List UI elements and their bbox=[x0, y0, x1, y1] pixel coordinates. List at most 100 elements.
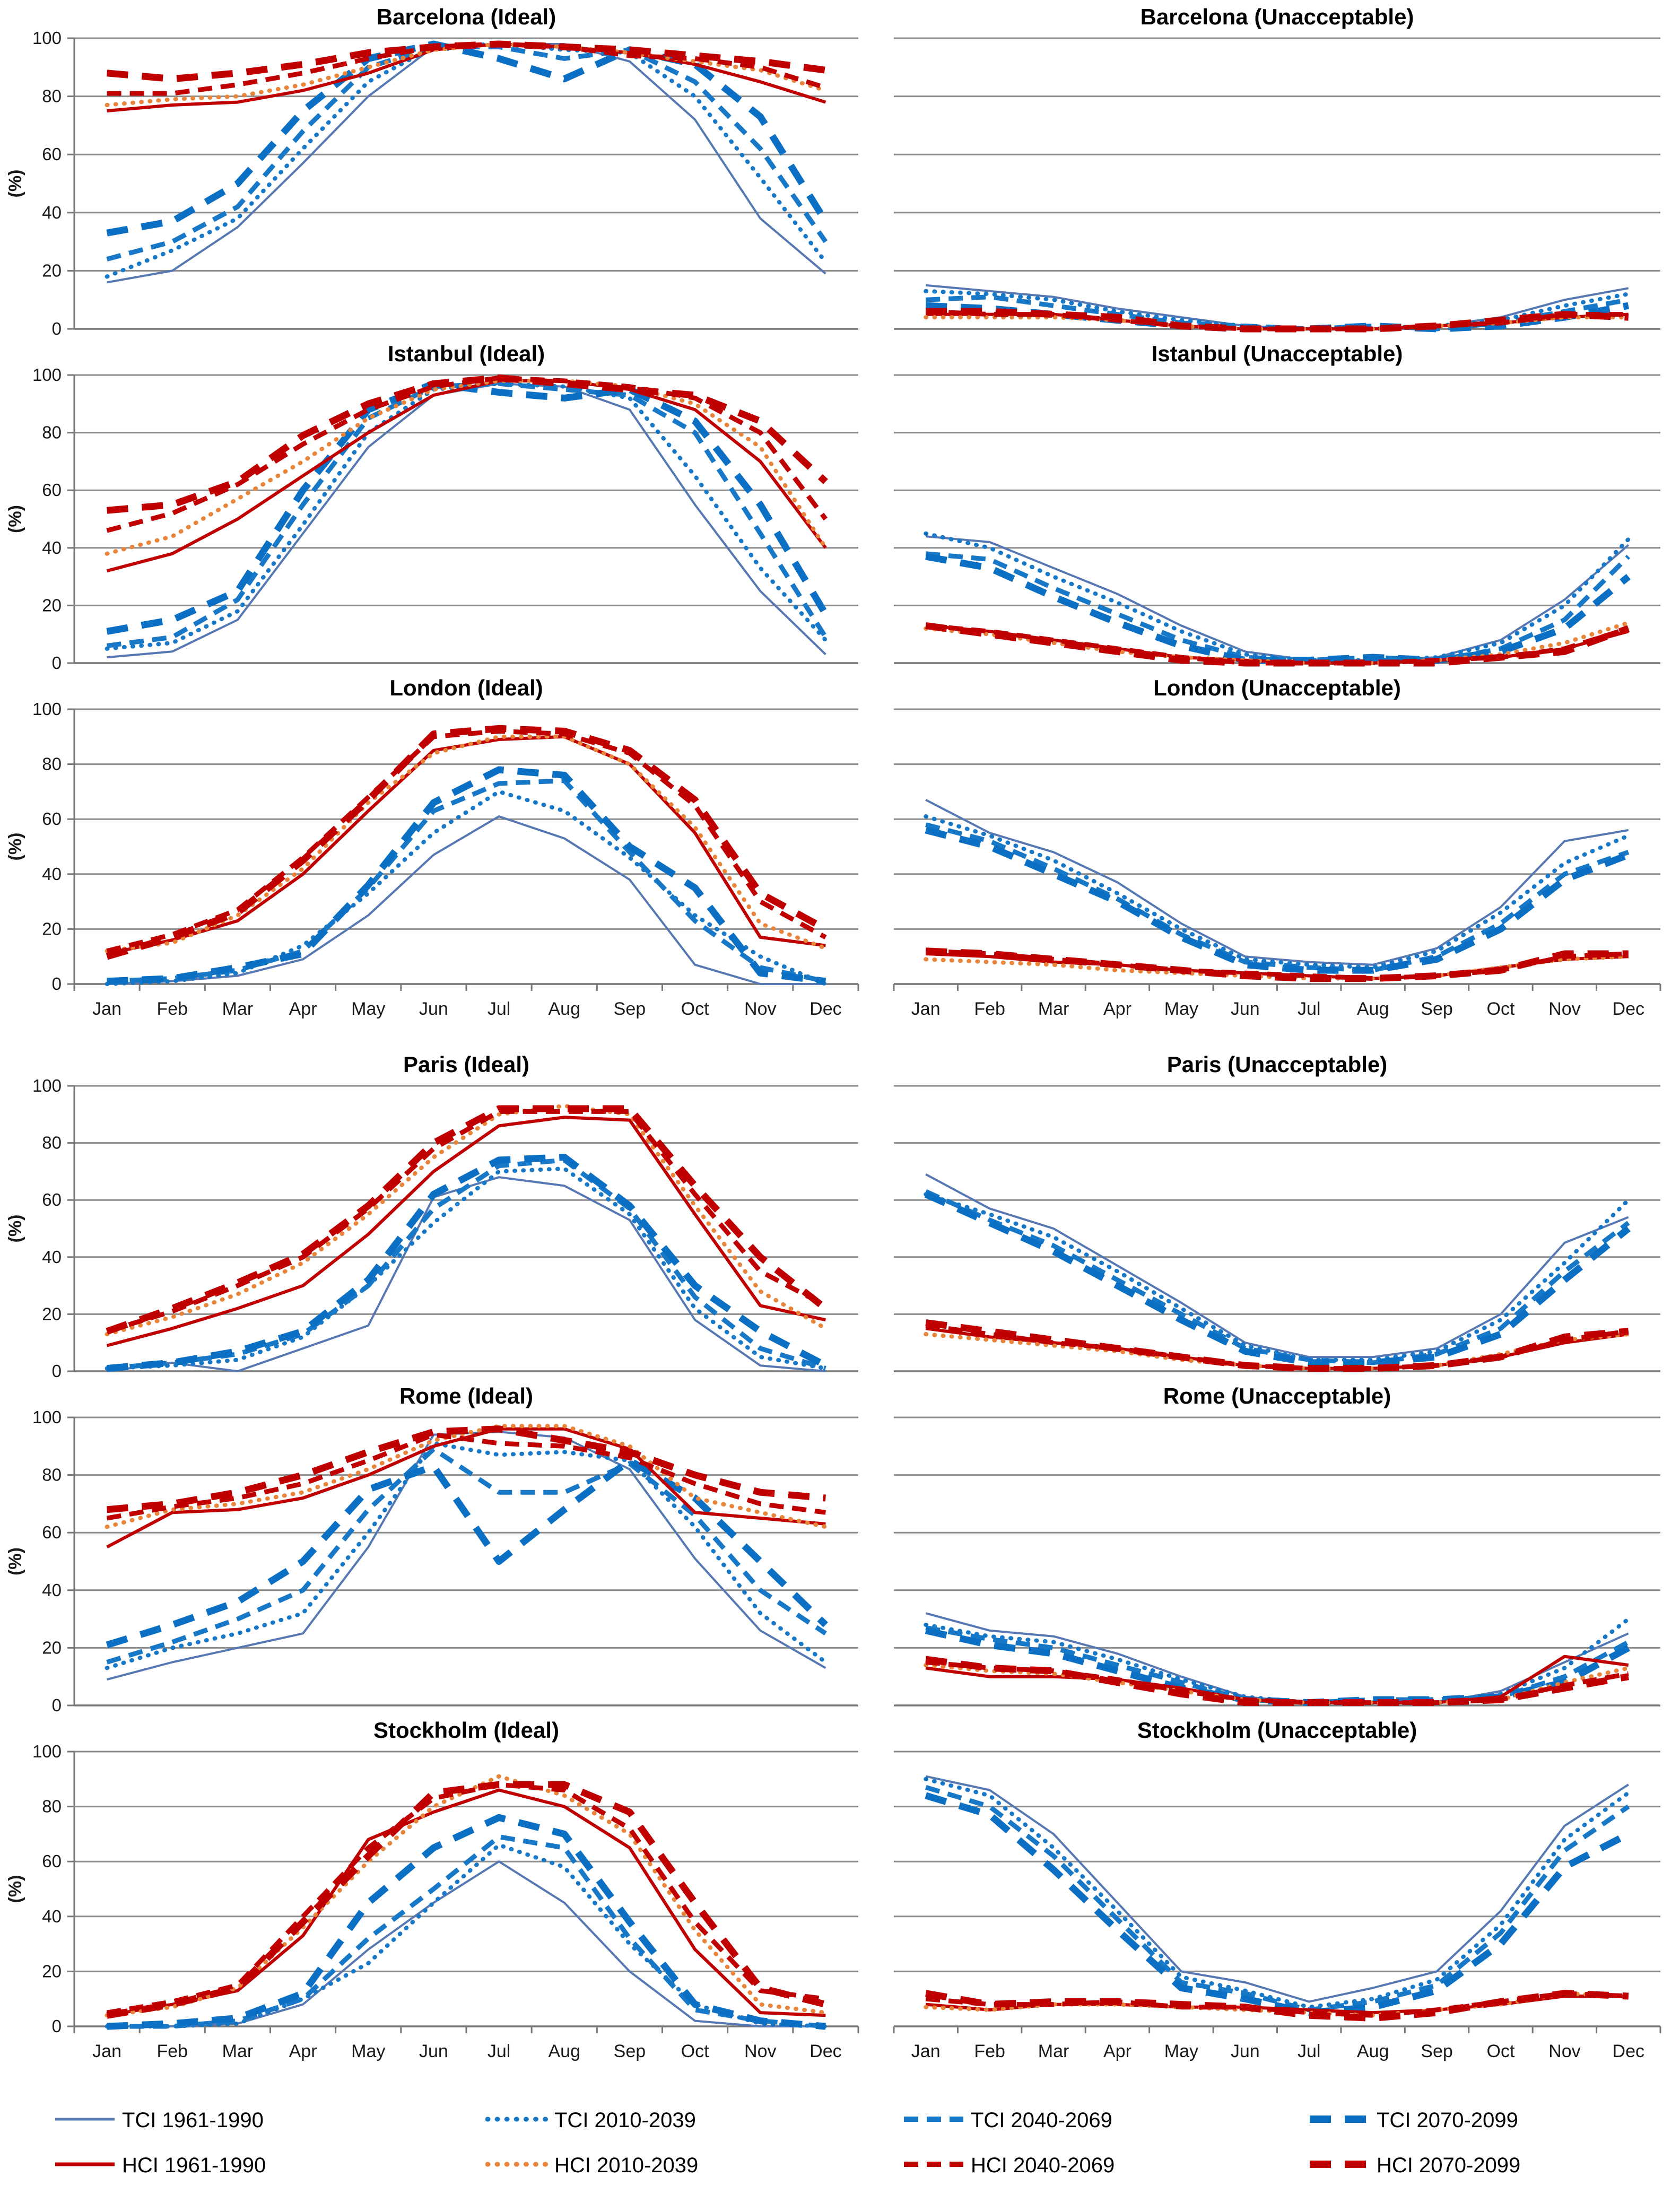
legend-item-label: TCI 2040-2069 bbox=[971, 2108, 1112, 2132]
series-line-hci70 bbox=[107, 40, 826, 83]
series-line-tci40 bbox=[925, 551, 1630, 663]
axis-label: Dec bbox=[809, 999, 841, 1019]
axis-label: 100 bbox=[32, 1076, 62, 1095]
axis-label: Nov bbox=[1548, 999, 1580, 1019]
legend-item-label: HCI 2010-2039 bbox=[554, 2153, 699, 2177]
chart-title: Barcelona (Unacceptable) bbox=[1140, 4, 1414, 29]
axis-label: Oct bbox=[1487, 2041, 1515, 2061]
axis-label: 20 bbox=[42, 1304, 62, 1324]
series-line-tci10 bbox=[105, 1166, 828, 1371]
chart-title: Rome (Unacceptable) bbox=[1163, 1383, 1391, 1408]
legend-swatch-hci70 bbox=[1310, 2160, 1369, 2168]
axis-label: Apr bbox=[289, 999, 317, 1019]
axis-label: (%) bbox=[5, 833, 25, 861]
series-line-tci70 bbox=[107, 766, 826, 985]
chart-barcelona-ideal-plot: 0 20 40 60 80 100 (%) bbox=[5, 28, 858, 337]
series-line-tci70 bbox=[925, 553, 1631, 664]
series-line-hci70 bbox=[107, 374, 828, 514]
series-line-tci70 bbox=[925, 1792, 1630, 2016]
axis-label: 0 bbox=[52, 319, 62, 337]
series-line-hci40 bbox=[106, 1109, 827, 1334]
series-line-tci70 bbox=[106, 40, 829, 237]
chart-london-unacceptable-plot: Jan Feb Mar Apr May Jun Jul Aug Sep Oct Nov Dec bbox=[893, 708, 1661, 1019]
series-line-hci61 bbox=[107, 1788, 826, 2017]
chart-paris-ideal-plot: 0 20 40 60 80 100 (%) bbox=[5, 1076, 858, 1379]
series-line-hci61 bbox=[106, 1427, 826, 1549]
axis-label: (%) bbox=[5, 1547, 25, 1575]
chart-barcelona-unacceptable-plot bbox=[894, 37, 1660, 333]
axis-label: Feb bbox=[974, 999, 1005, 1019]
series-line-hci61 bbox=[106, 1116, 826, 1347]
axis-label: 60 bbox=[42, 1851, 62, 1871]
legend-item-tci-2040-2069: TCI 2040-2069 bbox=[902, 2109, 1112, 2132]
series-line-hci10 bbox=[105, 378, 828, 556]
series-line-hci70 bbox=[925, 1319, 1629, 1372]
axis-label: 100 bbox=[32, 699, 62, 719]
axis-label: Jun bbox=[1231, 999, 1260, 1019]
series-line-hci70 bbox=[106, 725, 828, 960]
series-line-tci10 bbox=[924, 814, 1631, 970]
chart-rome-unacceptable: Rome (Unacceptable) bbox=[870, 1379, 1680, 1713]
axis-label: Nov bbox=[744, 999, 776, 1019]
series-line-tci70 bbox=[925, 826, 1630, 974]
legend-line-sample bbox=[53, 2157, 117, 2174]
series-line-tci61 bbox=[925, 1775, 1629, 2003]
series-line-tci40 bbox=[925, 822, 1630, 973]
series-line-hci40 bbox=[106, 728, 827, 954]
axis-label: Jul bbox=[488, 2041, 510, 2061]
chart-paris-unacceptable: Paris (Unacceptable) bbox=[870, 1048, 1680, 1379]
series-line-tci10 bbox=[924, 531, 1631, 663]
legend-item-hci-2070-2099: HCI 2070-2099 bbox=[1308, 2154, 1520, 2177]
chart-title: Istanbul (Unacceptable) bbox=[1151, 341, 1403, 366]
series-line-hci10 bbox=[105, 734, 828, 953]
chart-london-ideal-plot: 0 20 40 60 80 100 (%) Jan Feb Mar Apr May Jun Jul Aug S… bbox=[5, 699, 859, 1019]
series-line-tci40 bbox=[107, 1834, 826, 2029]
axis-label: Nov bbox=[744, 2041, 776, 2061]
axis-label: 20 bbox=[42, 260, 62, 280]
legend-item-label: HCI 1961-1990 bbox=[122, 2153, 266, 2177]
series-line-tci10 bbox=[924, 1777, 1631, 2009]
axis-label: Jun bbox=[1231, 2041, 1260, 2061]
series-line-tci10 bbox=[105, 1441, 828, 1670]
legend-item-label: TCI 2070-2099 bbox=[1377, 2108, 1518, 2132]
chart-stockholm-ideal-plot: 0 20 40 60 80 100 (%) Jan Feb Mar Apr May Jun Jul Aug S… bbox=[5, 1742, 859, 2061]
axis-label: Sep bbox=[614, 999, 646, 1019]
chart-rome-ideal-plot: 0 20 40 60 80 100 (%) bbox=[5, 1407, 858, 1713]
chart-title: London (Ideal) bbox=[389, 675, 543, 700]
chart-title: Rome (Ideal) bbox=[399, 1383, 534, 1408]
series-line-tci40 bbox=[925, 1625, 1630, 1705]
legend-line-sample bbox=[53, 2112, 117, 2129]
series-line-tci61 bbox=[107, 382, 826, 659]
axis-label: Apr bbox=[1103, 2041, 1131, 2061]
axis-label: Mar bbox=[1038, 2041, 1069, 2061]
axis-label: Jan bbox=[911, 2041, 941, 2061]
series-line-tci10 bbox=[105, 381, 828, 651]
legend-item-hci-2040-2069: HCI 2040-2069 bbox=[902, 2154, 1115, 2177]
chart-title: Paris (Ideal) bbox=[403, 1052, 530, 1077]
axis-label: Nov bbox=[1548, 2041, 1580, 2061]
axis-label: Apr bbox=[1103, 999, 1131, 1019]
series-line-hci70 bbox=[107, 1425, 826, 1513]
axis-label: Mar bbox=[222, 999, 254, 1019]
chart-title: London (Unacceptable) bbox=[1153, 675, 1401, 700]
chart-paris-ideal: Paris (Ideal) 0 20 40 60 80 100 (%) bbox=[0, 1048, 870, 1379]
chart-title: Istanbul (Ideal) bbox=[387, 341, 545, 366]
chart-istanbul-ideal-plot: 0 20 40 60 80 100 (%) bbox=[5, 365, 858, 671]
legend-item-label: TCI 2010-2039 bbox=[554, 2108, 696, 2132]
axis-label: May bbox=[1164, 2041, 1198, 2061]
series-line-tci40 bbox=[106, 1447, 827, 1665]
series-line-hci10 bbox=[105, 1774, 828, 2018]
axis-label: 60 bbox=[42, 1522, 62, 1542]
legend-line-sample bbox=[902, 2157, 965, 2174]
axis-label: 0 bbox=[52, 653, 62, 671]
axis-label: Jan bbox=[911, 999, 941, 1019]
chart-istanbul-ideal: Istanbul (Ideal) 0 20 40 60 80 100 (%) bbox=[0, 337, 870, 671]
axis-label: 40 bbox=[42, 1580, 62, 1600]
series-line-tci61 bbox=[926, 535, 1630, 661]
legend-swatch-tci61 bbox=[55, 2118, 115, 2120]
axis-label: (%) bbox=[5, 1875, 25, 1903]
series-line-hci70 bbox=[106, 1105, 828, 1335]
legend-line-sample bbox=[485, 2157, 550, 2174]
axis-label: 60 bbox=[42, 480, 62, 500]
